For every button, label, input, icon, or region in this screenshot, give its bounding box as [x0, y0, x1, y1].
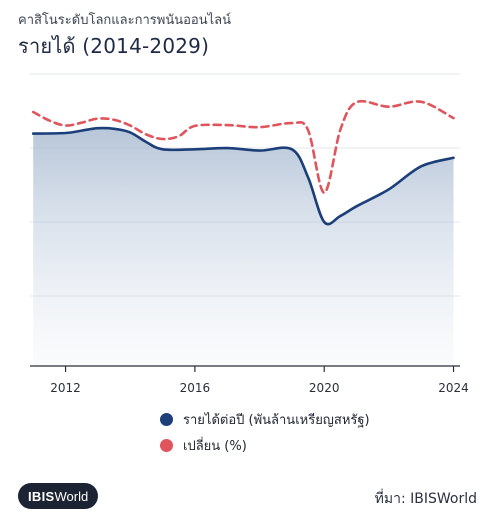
legend-swatch-change	[160, 438, 173, 452]
chart-subtitle: คาสิโนระดับโลกและการพนันออนไลน์	[18, 13, 231, 28]
legend-swatch-revenue	[160, 412, 173, 426]
x-tick-label-2016: 2016	[180, 381, 211, 395]
chart-legend: รายได้ต่อปี (พันล้านเหรียญสหรัฐ) เปลี่ยน…	[160, 406, 370, 458]
chart-title: รายได้ (2014-2029)	[18, 34, 210, 58]
logo-text-light: World	[54, 488, 89, 504]
line-chart: 2012 2016 2020 2024	[30, 73, 469, 395]
x-axis: 2012 2016 2020 2024	[30, 365, 469, 395]
legend-label-revenue: รายได้ต่อปี (พันล้านเหรียญสหรัฐ)	[183, 412, 370, 428]
revenue-area-fill	[33, 128, 454, 366]
logo-text-bold: IBIS	[28, 488, 55, 504]
revenue-area	[33, 128, 454, 366]
series-lines	[31, 99, 455, 226]
source-note: ที่มา: IBISWorld	[374, 491, 477, 507]
legend-item-revenue[interactable]: รายได้ต่อปี (พันล้านเหรียญสหรัฐ)	[160, 406, 370, 432]
legend-item-change[interactable]: เปลี่ยน (%)	[160, 432, 370, 458]
ibisworld-logo[interactable]: IBIS World	[18, 483, 99, 509]
series-line-revenue	[31, 126, 455, 226]
legend-label-change: เปลี่ยน (%)	[183, 438, 247, 454]
x-tick-label-2020: 2020	[309, 381, 340, 395]
series-line-change	[31, 99, 455, 195]
x-tick-label-2024: 2024	[438, 381, 469, 395]
x-tick-label-2012: 2012	[50, 381, 81, 395]
